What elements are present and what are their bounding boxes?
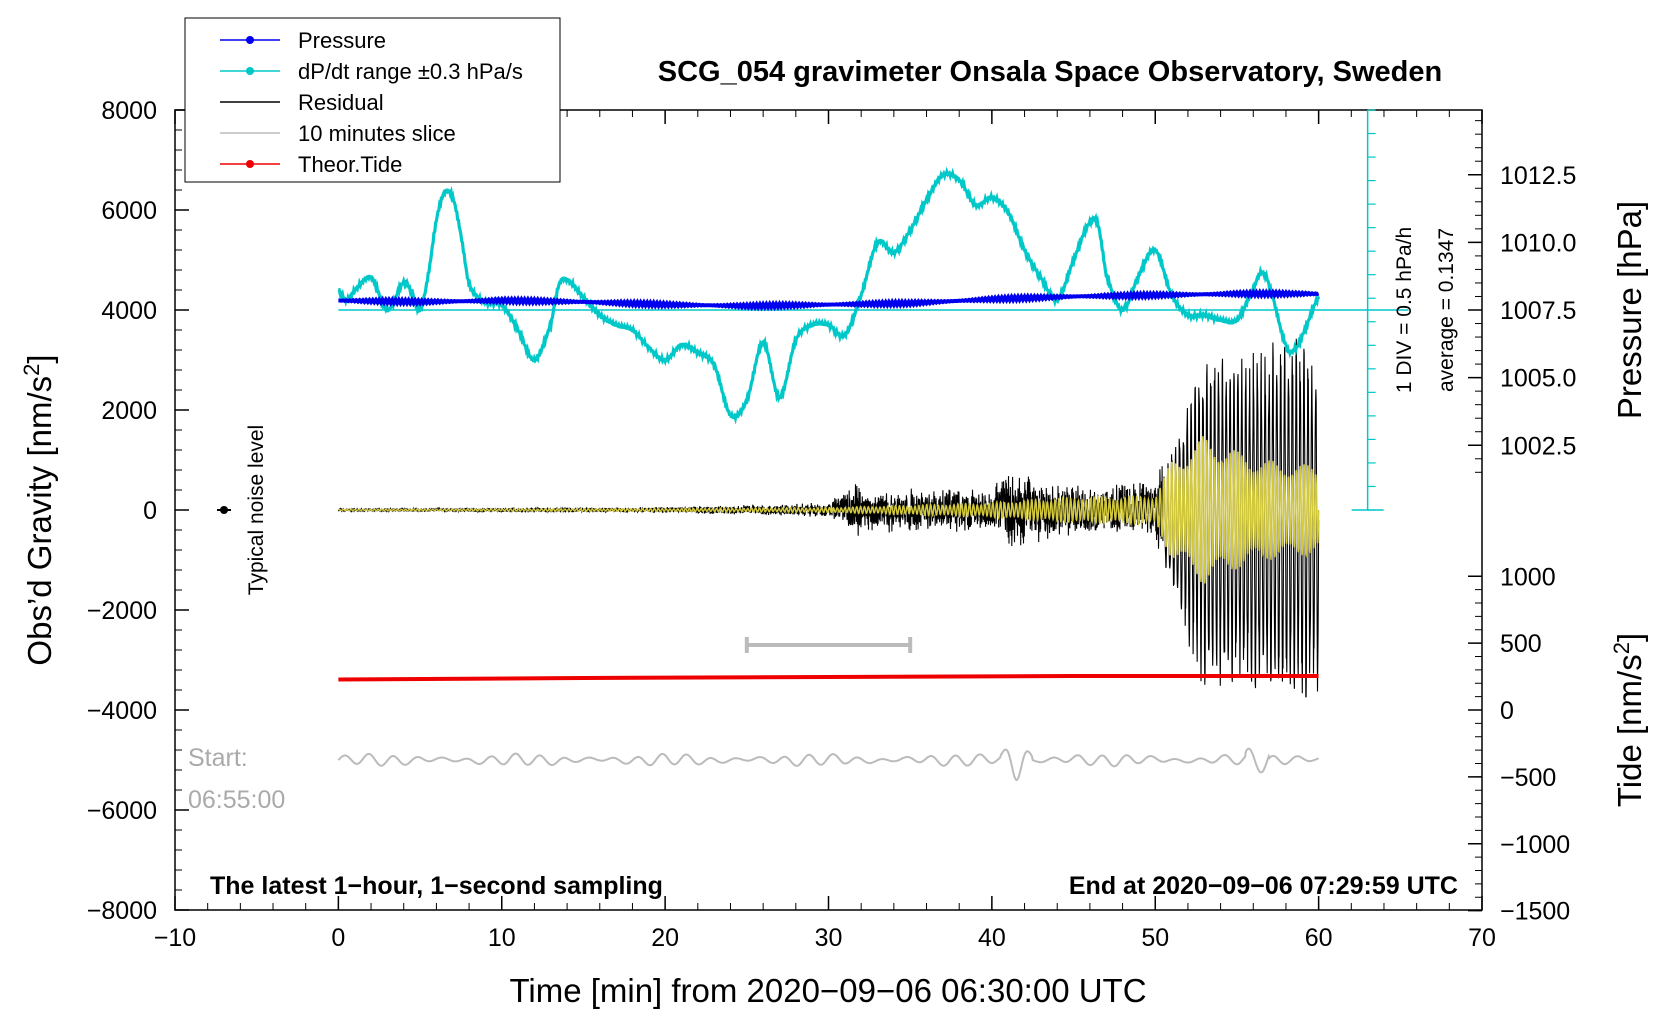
filtered-line — [337, 436, 1320, 584]
bottom-right-note: End at 2020−09−06 07:29:59 UTC — [1069, 872, 1458, 900]
tide-tick-label: −1500 — [1500, 898, 1570, 926]
y-axis-label-sup: 2 — [19, 364, 44, 376]
legend-label: Residual — [298, 90, 384, 115]
series-layer — [217, 166, 1409, 782]
dpdt-line — [337, 166, 1321, 425]
x-tick-label: −10 — [154, 924, 196, 952]
y-tick-label: 0 — [143, 497, 157, 525]
pressure-tick-label: 1005.0 — [1500, 365, 1576, 393]
tide-tick-label: 0 — [1500, 697, 1514, 725]
noise-level-label: Typical noise level — [245, 425, 268, 595]
x-tick-label: 20 — [651, 924, 679, 952]
scale-div-label: 1 DIV = 0.5 hPa/h — [1393, 227, 1416, 393]
y-tick-label: 6000 — [101, 197, 157, 225]
tide-axis-label-sup: 2 — [1609, 642, 1634, 654]
y-axis-label-close: ] — [21, 354, 58, 363]
tide-axis-label-main: Tide [nm/s — [1611, 654, 1648, 807]
y-tick-label: −6000 — [87, 797, 157, 825]
chart-title: SCG_054 gravimeter Onsala Space Observat… — [658, 56, 1442, 88]
pressure-tick-label: 1010.0 — [1500, 229, 1576, 257]
noise-marker — [220, 506, 229, 514]
legend-label: Pressure — [298, 28, 386, 53]
x-tick-label: 10 — [488, 924, 516, 952]
legend-label: Theor.Tide — [298, 152, 402, 177]
x-tick-label: 30 — [815, 924, 843, 952]
legend: Pressure dP/dt range ±0.3 hPa/s Residual 10… — [184, 17, 561, 183]
x-tick-label: 40 — [978, 924, 1006, 952]
y-tick-label: −4000 — [87, 697, 157, 725]
y-tick-label: 8000 — [101, 97, 157, 125]
y-tick-label: −8000 — [87, 897, 157, 925]
start-label: Start: — [188, 744, 248, 772]
y-tick-label: −2000 — [87, 597, 157, 625]
tide-line — [338, 674, 1319, 682]
y-axis-tide: −1500 −1000 −500 0 500 1000 — [1468, 563, 1570, 926]
start-time: 06:55:00 — [188, 786, 285, 814]
bottom-left-note: The latest 1−hour, 1−second sampling — [210, 872, 663, 900]
tide-tick-label: −1000 — [1500, 831, 1570, 859]
legend-box — [184, 17, 561, 183]
pressure-tick-label: 1012.5 — [1500, 162, 1576, 190]
x-tick-label: 70 — [1468, 924, 1496, 952]
tide-axis-label-close: ] — [1611, 633, 1648, 642]
y-tick-label: 4000 — [101, 297, 157, 325]
pressure-tick-label: 1002.5 — [1500, 432, 1576, 460]
legend-entries: Pressure dP/dt range ±0.3 hPa/s Residual 10… — [220, 28, 523, 177]
legend-marker — [246, 36, 254, 44]
y-axis-label: Obs’d Gravity [nm/s2] — [19, 354, 59, 665]
x-axis-label: Time [min] from 2020−09−06 06:30:00 UTC — [509, 972, 1146, 1009]
tide-tick-label: 500 — [1500, 630, 1542, 658]
tide-tick-label: −500 — [1500, 764, 1556, 792]
legend-label: dP/dt range ±0.3 hPa/s — [298, 59, 523, 84]
x-tick-label: 0 — [331, 924, 345, 952]
y-axis-label-main: Obs’d Gravity [nm/s — [21, 376, 58, 666]
pressure-axis-label: Pressure [hPa] — [1611, 201, 1648, 419]
legend-marker — [246, 160, 254, 168]
tide-axis-label: Tide [nm/s2] — [1609, 633, 1649, 807]
dpdt-scale-bar — [1351, 109, 1384, 511]
pressure-line — [338, 288, 1320, 312]
legend-label: 10 minutes slice — [298, 121, 456, 146]
y-tick-label: 2000 — [101, 397, 157, 425]
tide-tick-label: 1000 — [1500, 563, 1556, 591]
legend-marker — [246, 67, 254, 75]
y-axis-gravity: −8000 −6000 −4000 −2000 0 2000 4000 6000 8000 — [87, 97, 189, 925]
y-axis-pressure: 1002.5 1005.0 1007.5 1010.0 1012.5 — [1468, 120, 1576, 473]
x-tick-label: 50 — [1141, 924, 1169, 952]
pressure-tick-label: 1007.5 — [1500, 297, 1576, 325]
slice-line — [337, 747, 1319, 782]
x-axis: −10 0 10 20 30 40 50 60 70 — [154, 110, 1496, 952]
x-tick-label: 60 — [1305, 924, 1333, 952]
scale-avg-label: average = 0.1347 — [1435, 228, 1458, 392]
